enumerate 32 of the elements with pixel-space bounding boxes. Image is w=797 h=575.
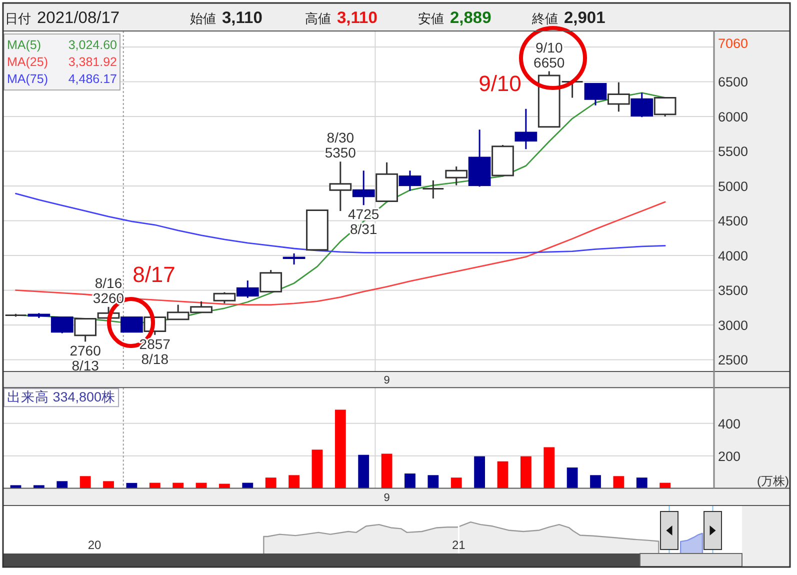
annotation: 9/10 6650 [534,39,565,70]
x-tick-label: 20 [88,538,102,552]
annotation: 8/30 5350 [324,130,356,161]
x-tick-label: 9 [384,492,390,504]
text: 始値 3,110 [190,9,262,27]
y-tick-label: 6500 [718,74,748,90]
chart-title: 出来高 334,800株 [7,390,116,405]
y-tick-label: 6000 [718,109,748,124]
annotation: 2857 8/18 [139,336,171,367]
y-axis-title: (万株) [757,474,789,488]
text: 高値 3,110 [305,9,378,27]
y-tick-label: 5500 [718,144,748,160]
text: 安値 2,889 [418,9,492,27]
y-tick-label: 3000 [718,318,748,333]
x-tick-label: 9 [384,374,390,387]
y-tick-label: 2500 [718,352,748,368]
text: MA(25) 3,381.92 [7,55,117,69]
text: 日付 2021/08/17 [5,9,120,27]
y-tick-label: 400 [718,416,741,432]
y-tick-label: 5000 [718,178,748,194]
y-tick-label: 4500 [718,214,748,229]
text: MA(5) 3,024.60 [7,38,117,52]
text: MA(75) 4,486.17 [7,72,117,86]
y-tick-label: 200 [718,448,741,464]
annotation: 8/17 [132,262,176,287]
text: 終値 2,901 [531,9,606,27]
annotation: 2760 8/13 [70,342,102,374]
x-tick-label: 21 [452,538,466,552]
y-tick-label: 4000 [718,248,748,264]
text: 7060 [718,36,748,51]
annotation: 9/10 [478,71,522,96]
y-tick-label: 3500 [718,283,748,298]
